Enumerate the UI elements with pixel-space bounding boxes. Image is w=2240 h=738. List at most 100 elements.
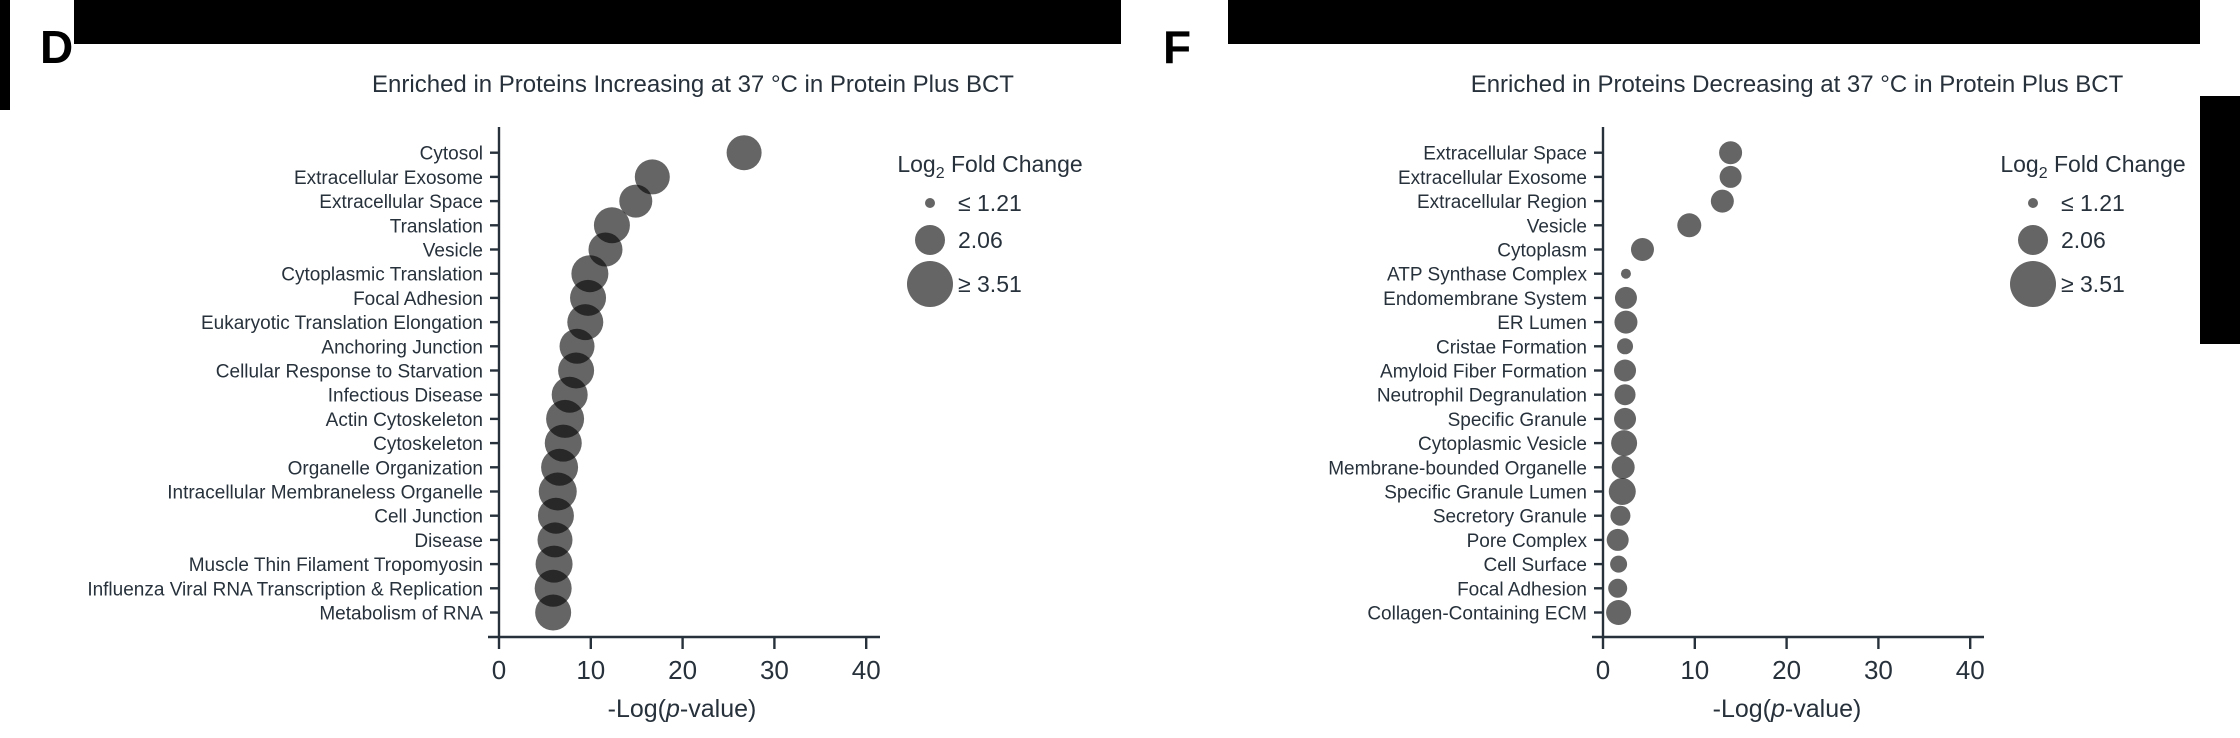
data-bubble xyxy=(1610,505,1631,526)
legend-title-subscript: 2 xyxy=(936,165,945,182)
x-tick-label: 0 xyxy=(1596,655,1610,685)
x-tick-label: 0 xyxy=(492,655,506,685)
data-bubble xyxy=(1606,528,1629,551)
x-tick-label: 10 xyxy=(576,655,605,685)
category-label: Infectious Disease xyxy=(328,386,483,407)
x-tick-label: 10 xyxy=(1680,655,1709,685)
data-bubble xyxy=(1614,310,1638,334)
category-label: Cristae Formation xyxy=(1436,337,1587,358)
category-label: Endomembrane System xyxy=(1383,289,1587,310)
panel-d: D Enriched in Proteins Increasing at 37 … xyxy=(40,21,1083,723)
x-tick-label: 20 xyxy=(1772,655,1801,685)
x-axis-label-prefix: -Log( xyxy=(608,695,667,723)
category-label: Neutrophil Degranulation xyxy=(1377,386,1587,407)
x-axis-label-prefix: -Log( xyxy=(1713,695,1772,723)
legend-item-label: 2.06 xyxy=(2061,227,2106,253)
category-label: Pore Complex xyxy=(1467,531,1588,552)
data-bubble xyxy=(726,135,762,171)
legend-title-suffix: Fold Change xyxy=(2048,151,2186,177)
category-label: Extracellular Exosome xyxy=(294,168,483,189)
x-axis-label-suffix: -value) xyxy=(680,695,756,723)
category-label: Cytoplasmic Vesicle xyxy=(1418,434,1587,455)
category-label: Focal Adhesion xyxy=(353,289,483,310)
legend-title-f: Log2 Fold Change xyxy=(2000,151,2185,182)
legend-bubble xyxy=(907,261,953,307)
legend-bubble xyxy=(915,225,945,255)
legend-item-label: ≤ 1.21 xyxy=(958,190,1022,216)
category-label: Cytoplasm xyxy=(1497,241,1587,262)
data-bubble xyxy=(619,184,653,218)
legend-item-label: ≥ 3.51 xyxy=(2061,271,2125,297)
redaction-bar-right-sliver xyxy=(2200,96,2240,344)
category-label: Intracellular Membraneless Organelle xyxy=(167,483,483,504)
legend-title-prefix: Log xyxy=(897,151,935,177)
legend-bubble xyxy=(925,198,935,208)
category-label: Influenza Viral RNA Transcription & Repl… xyxy=(87,579,483,600)
category-label: Anchoring Junction xyxy=(321,337,483,358)
data-bubble xyxy=(1611,430,1638,457)
data-bubble xyxy=(1617,338,1634,355)
x-tick-label: 30 xyxy=(1864,655,1893,685)
legend-items-f: ≤ 1.21 2.06 ≥ 3.51 xyxy=(2010,190,2125,307)
panel-letter-d: D xyxy=(40,21,73,73)
data-bubble xyxy=(1614,286,1637,309)
category-label: Vesicle xyxy=(423,241,483,262)
category-label: Membrane-bounded Organelle xyxy=(1328,458,1587,479)
category-label: Extracellular Space xyxy=(319,192,483,213)
data-bubble xyxy=(1677,213,1702,238)
redaction-bar-panel-f xyxy=(1228,0,2200,44)
x-axis-label-f: -Log(p-value) xyxy=(1713,695,1862,723)
x-tick-label: 40 xyxy=(852,655,881,685)
redaction-bar-left-sliver xyxy=(0,0,10,110)
x-axis-label-d: -Log(p-value) xyxy=(608,695,757,723)
category-label: Cytoplasmic Translation xyxy=(281,265,483,286)
legend-item-label: ≥ 3.51 xyxy=(958,271,1022,297)
category-label: Translation xyxy=(390,216,483,237)
category-label: Amyloid Fiber Formation xyxy=(1380,362,1587,383)
panel-f: F Enriched in Proteins Decreasing at 37 … xyxy=(1163,21,2186,723)
legend-title-subscript: 2 xyxy=(2039,165,2048,182)
data-bubble xyxy=(1710,189,1734,213)
category-label: Extracellular Exosome xyxy=(1398,168,1587,189)
legend-bubble xyxy=(2010,261,2056,307)
x-tick-label: 40 xyxy=(1956,655,1985,685)
category-label: Cytoskeleton xyxy=(373,434,483,455)
category-label: Secretory Granule xyxy=(1433,507,1587,528)
category-label: Organelle Organization xyxy=(288,458,483,479)
panel-title-f: Enriched in Proteins Decreasing at 37 °C… xyxy=(1471,71,2124,98)
category-label: Disease xyxy=(414,531,483,552)
category-label: Collagen-Containing ECM xyxy=(1367,604,1587,625)
redaction-bar-panel-d xyxy=(74,0,1121,44)
bubble-chart-f: 0 10 20 30 40 Extracellular Space Extracellula… xyxy=(1328,127,1985,685)
data-bubble xyxy=(535,594,572,631)
category-label: Cell Junction xyxy=(374,507,483,528)
category-label: Cell Surface xyxy=(1484,555,1588,576)
legend-items-d: ≤ 1.21 2.06 ≥ 3.51 xyxy=(907,190,1022,307)
x-tick-label: 20 xyxy=(668,655,697,685)
category-label: ATP Synthase Complex xyxy=(1387,265,1587,286)
category-label: Actin Cytoskeleton xyxy=(326,410,483,431)
data-bubble xyxy=(1620,268,1631,279)
panel-title-d: Enriched in Proteins Increasing at 37 °C… xyxy=(372,71,1014,98)
panel-letter-f: F xyxy=(1163,21,1191,73)
category-label: Cellular Response to Starvation xyxy=(216,362,483,383)
category-label: Metabolism of RNA xyxy=(319,604,483,625)
data-bubble xyxy=(1610,555,1628,573)
legend-title-d: Log2 Fold Change xyxy=(897,151,1082,182)
legend-bubble xyxy=(2028,198,2038,208)
x-axis-label-p: p xyxy=(665,695,680,723)
category-label: Muscle Thin Filament Tropomyosin xyxy=(189,555,483,576)
data-bubble xyxy=(1719,165,1742,188)
data-bubble xyxy=(1614,359,1637,382)
data-bubble xyxy=(1719,141,1743,165)
data-bubble xyxy=(1611,455,1635,479)
x-axis-label-suffix: -value) xyxy=(1785,695,1861,723)
x-axis-label-p: p xyxy=(1770,695,1785,723)
legend-item-label: 2.06 xyxy=(958,227,1003,253)
data-bubble xyxy=(1630,238,1654,261)
x-tick-label: 30 xyxy=(760,655,789,685)
category-label: ER Lumen xyxy=(1497,313,1587,334)
category-label: Eukaryotic Translation Elongation xyxy=(201,313,483,334)
data-bubble xyxy=(1614,407,1637,430)
